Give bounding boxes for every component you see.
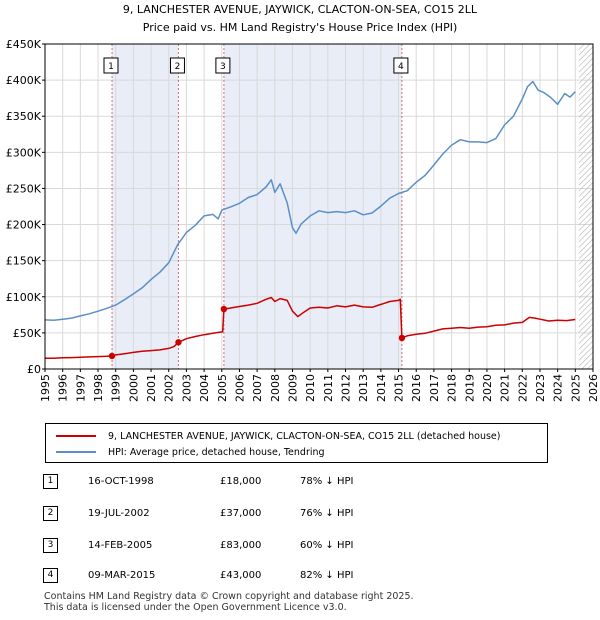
x-tick-label: 2026	[587, 374, 600, 402]
x-tick-label: 2005	[216, 374, 229, 402]
x-tick-label: 2009	[286, 374, 299, 402]
x-tick-label: 2022	[516, 374, 529, 402]
y-tick-label: £200K	[6, 219, 42, 232]
y-tick-label: £400K	[6, 74, 42, 87]
sale-hpi-delta: 76% ↓ HPI	[300, 508, 354, 519]
x-tick-label: 2013	[357, 374, 370, 402]
x-tick-label: 2024	[552, 374, 565, 402]
footer-attribution: Contains HM Land Registry data © Crown c…	[44, 591, 414, 613]
y-tick-label: £0	[27, 363, 41, 376]
price-paid-line	[44, 296, 576, 360]
sale-badge-box	[393, 57, 409, 74]
x-tick-label: 2016	[410, 374, 423, 402]
y-tick-label: £50K	[13, 327, 42, 340]
ownership-shade	[223, 44, 402, 369]
chart-title: 9, LANCHESTER AVENUE, JAYWICK, CLACTON-O…	[123, 3, 478, 16]
legend-swatch-hpi	[56, 451, 96, 453]
x-tick-label: 1997	[74, 374, 87, 402]
x-tick-label: 1995	[39, 374, 52, 402]
sale-badge-box	[215, 57, 231, 74]
sale-badge-label: 4	[398, 62, 404, 72]
sale-point	[175, 339, 182, 346]
hpi-line	[44, 80, 576, 322]
sale-hpi-delta: 82% ↓ HPI	[300, 570, 354, 581]
table-row: 1 16-OCT-1998 £18,000 78% ↓ HPI	[0, 472, 600, 492]
chart-legend: 9, LANCHESTER AVENUE, JAYWICK, CLACTON-O…	[45, 423, 548, 463]
sale-badge-label: 1	[108, 62, 114, 72]
sale-badge-box	[103, 57, 119, 74]
x-tick-label: 2021	[499, 374, 512, 402]
x-tick-label: 2018	[446, 374, 459, 402]
x-tick-label: 2004	[198, 374, 211, 402]
y-tick-label: £250K	[6, 182, 42, 195]
sale-price: £37,000	[220, 508, 262, 519]
x-tick-label: 2017	[428, 374, 441, 402]
x-tick-label: 2020	[481, 374, 494, 402]
sale-badge-label: 2	[175, 62, 181, 72]
sale-point	[398, 334, 406, 342]
x-tick-label: 2012	[340, 374, 353, 402]
sale-number-badge: 1	[43, 474, 58, 489]
x-tick-label: 2003	[180, 374, 193, 402]
x-tick-label: 2007	[251, 374, 264, 402]
sale-hpi-delta: 78% ↓ HPI	[300, 476, 354, 487]
y-tick-label: £100K	[6, 291, 42, 304]
sale-price: £18,000	[220, 476, 262, 487]
x-tick-label: 2006	[233, 374, 246, 402]
x-tick-label: 2019	[463, 374, 476, 402]
sale-date: 16-OCT-1998	[88, 476, 154, 487]
plot-frame	[44, 43, 594, 370]
sale-hpi-delta: 60% ↓ HPI	[300, 540, 354, 551]
x-tick-label: 2010	[304, 374, 317, 402]
sale-number-badge: 3	[43, 538, 58, 553]
sale-number-badge: 4	[43, 568, 58, 583]
x-tick-label: 2025	[569, 374, 582, 402]
x-tick-label: 2023	[534, 374, 547, 402]
y-tick-label: £150K	[6, 255, 42, 268]
forecast-hatch	[578, 44, 593, 369]
sale-badge-label: 3	[220, 62, 226, 72]
legend-item-hpi: HPI: Average price, detached house, Tend…	[56, 444, 325, 460]
chart-subtitle: Price paid vs. HM Land Registry's House …	[143, 21, 458, 34]
y-tick-label: £450K	[6, 38, 42, 51]
sale-point	[220, 305, 228, 313]
legend-label-property: 9, LANCHESTER AVENUE, JAYWICK, CLACTON-O…	[108, 430, 501, 442]
x-tick-label: 2008	[269, 374, 282, 402]
x-tick-label: 1998	[92, 374, 105, 402]
sale-point	[108, 352, 116, 360]
x-tick-label: 1999	[110, 374, 123, 402]
sale-number-badge: 2	[43, 506, 58, 521]
footer-line-1: Contains HM Land Registry data © Crown c…	[44, 591, 414, 602]
x-tick-label: 2014	[375, 374, 388, 402]
footer-line-2: This data is licensed under the Open Gov…	[44, 602, 347, 613]
x-tick-label: 2011	[322, 374, 335, 402]
sale-badge-box	[169, 57, 185, 74]
sale-date: 19-JUL-2002	[88, 508, 150, 519]
sale-date: 09-MAR-2015	[88, 570, 156, 581]
x-tick-label: 1996	[57, 374, 70, 402]
legend-item-property: 9, LANCHESTER AVENUE, JAYWICK, CLACTON-O…	[56, 428, 501, 444]
table-row: 4 09-MAR-2015 £43,000 82% ↓ HPI	[0, 566, 600, 586]
x-tick-label: 2002	[163, 374, 176, 402]
table-row: 3 14-FEB-2005 £83,000 60% ↓ HPI	[0, 536, 600, 556]
x-tick-label: 2001	[145, 374, 158, 402]
sale-price: £83,000	[220, 540, 262, 551]
sale-price: £43,000	[220, 570, 262, 581]
y-tick-label: £350K	[6, 110, 42, 123]
x-tick-label: 2015	[393, 374, 406, 402]
sale-date: 14-FEB-2005	[88, 540, 153, 551]
ownership-shade	[111, 44, 179, 369]
x-tick-label: 2000	[127, 374, 140, 402]
legend-label-hpi: HPI: Average price, detached house, Tend…	[108, 446, 325, 458]
table-row: 2 19-JUL-2002 £37,000 76% ↓ HPI	[0, 504, 600, 524]
y-tick-label: £300K	[6, 146, 42, 159]
legend-swatch-property	[56, 435, 96, 437]
price-chart: 1 2 3 4 £0 £50K £100K £150K £200K £250K £300K £350…	[6, 3, 600, 402]
